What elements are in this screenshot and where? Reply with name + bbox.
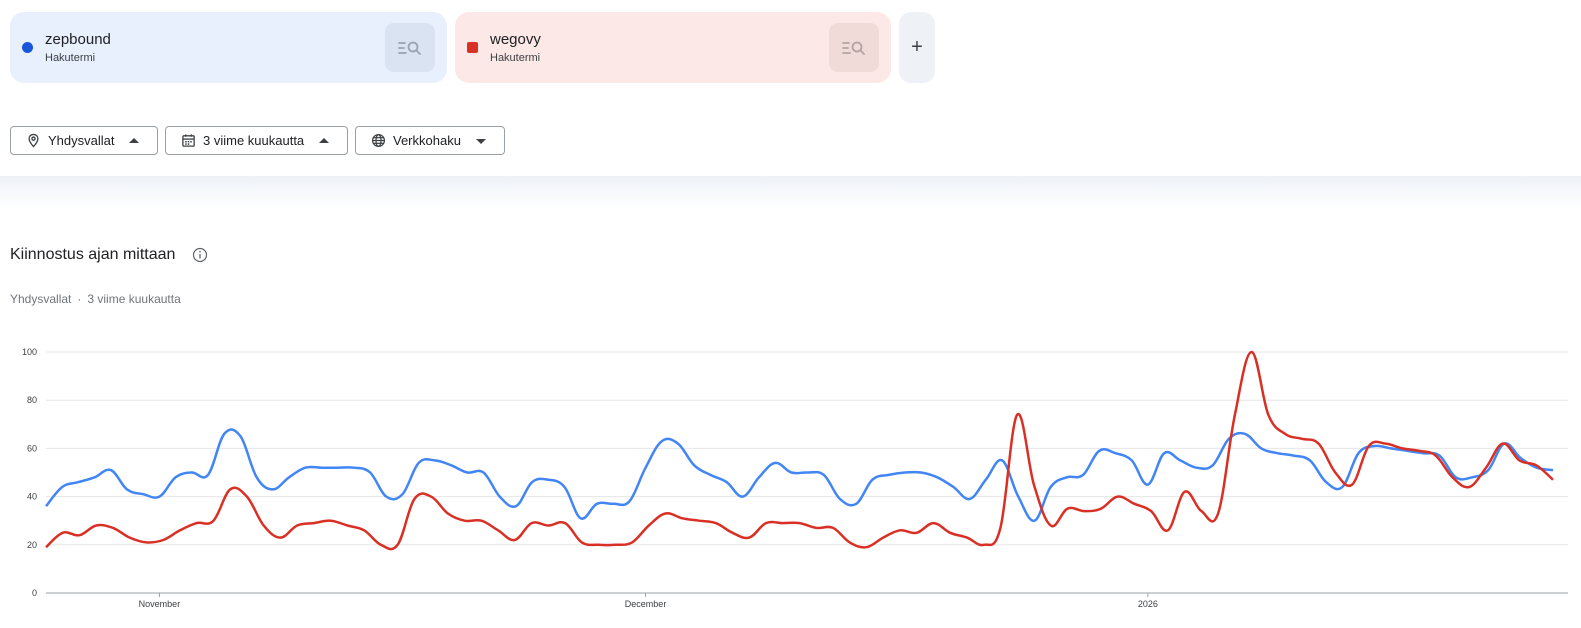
y-tick-label: 0 — [32, 588, 37, 598]
search-term-name: zepbound — [45, 31, 111, 48]
list-search-icon — [398, 41, 421, 55]
caret-up-icon — [129, 138, 139, 143]
search-term-type: Hakutermi — [490, 52, 541, 64]
calendar-icon — [182, 134, 195, 147]
period-filter[interactable]: 3 viime kuukautta — [165, 126, 348, 155]
subtitle-separator: · — [77, 292, 82, 306]
y-tick-label: 20 — [27, 540, 37, 550]
series-line-zepbound — [45, 428, 1554, 522]
region-filter-label: Yhdysvallat — [48, 133, 115, 148]
section-divider-band — [0, 176, 1581, 210]
chart-subtitle: Yhdysvallat · 3 viime kuukautta — [10, 292, 181, 306]
subtitle-region: Yhdysvallat — [10, 292, 72, 306]
x-tick-label: December — [625, 599, 667, 609]
caret-up-icon — [319, 138, 329, 143]
caret-down-icon — [476, 139, 486, 144]
y-tick-label: 60 — [27, 443, 37, 453]
list-search-icon — [842, 41, 865, 55]
y-tick-label: 40 — [27, 492, 37, 502]
subtitle-period: 3 viime kuukautta — [87, 292, 181, 306]
source-filter[interactable]: Verkkohaku — [355, 126, 505, 155]
x-tick-label: November — [139, 599, 181, 609]
location-pin-icon — [28, 133, 39, 148]
series-color-square — [467, 42, 478, 53]
search-term-card-wegovy[interactable]: wegovy Hakutermi — [455, 12, 891, 83]
refine-search-button[interactable] — [385, 23, 435, 72]
search-term-card-zepbound[interactable]: zepbound Hakutermi — [10, 12, 447, 83]
series-line-wegovy — [45, 350, 1554, 551]
info-icon[interactable] — [192, 247, 208, 263]
x-tick-label: 2026 — [1138, 599, 1158, 609]
chart-title: Kiinnostus ajan mittaan — [10, 246, 176, 263]
plus-icon: + — [911, 36, 923, 58]
globe-icon — [371, 133, 386, 148]
y-tick-label: 80 — [27, 395, 37, 405]
region-filter[interactable]: Yhdysvallat — [10, 126, 158, 155]
interest-over-time-chart: 0 20 40 60 80 100 November December 2026 — [22, 347, 1568, 609]
search-term-name: wegovy — [490, 31, 541, 48]
period-filter-label: 3 viime kuukautta — [203, 133, 305, 148]
search-term-type: Hakutermi — [45, 52, 96, 64]
refine-search-button[interactable] — [829, 23, 879, 72]
y-tick-label: 100 — [22, 347, 37, 357]
add-term-button[interactable]: + — [899, 12, 935, 83]
series-color-dot — [22, 42, 33, 53]
source-filter-label: Verkkohaku — [393, 133, 461, 148]
